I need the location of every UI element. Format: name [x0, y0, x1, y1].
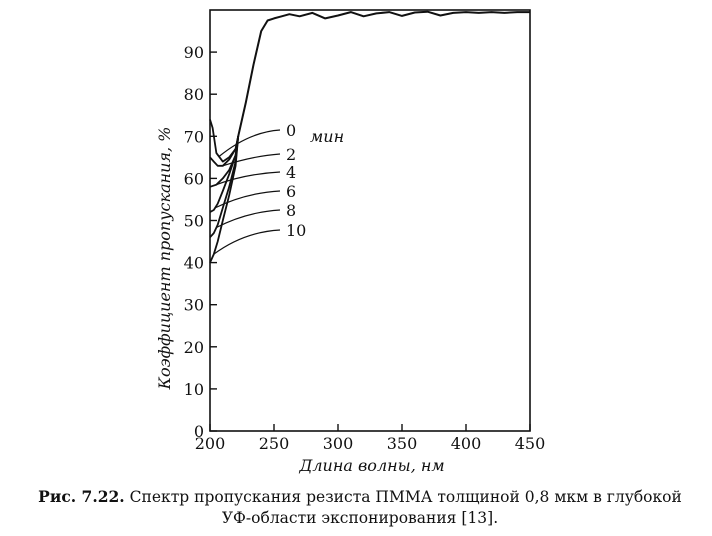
y-tick-label: 40	[184, 254, 204, 273]
figure-caption-line-1: Рис. 7.22. Спектр пропускания резиста ПМ…	[20, 487, 700, 507]
y-tick-label: 30	[184, 296, 204, 315]
x-axis-title: Длина волны, нм	[298, 456, 444, 475]
curve-label-6: 6	[286, 182, 296, 201]
y-tick-label: 0	[194, 422, 204, 441]
leader-line	[216, 209, 281, 229]
caption-text-1: Спектр пропускания резиста ПММА толщиной…	[129, 488, 682, 506]
axis-ticks	[209, 51, 531, 432]
curve-label-8: 8	[286, 201, 296, 220]
leader-line	[213, 229, 281, 255]
leader-line	[214, 190, 281, 209]
unit-label: мин	[310, 127, 344, 146]
leader-line	[213, 171, 281, 187]
x-tick-label: 200	[195, 434, 226, 453]
plot-frame	[209, 9, 531, 432]
y-tick-label: 70	[184, 127, 204, 146]
curve-label-10: 10	[286, 221, 306, 240]
x-tick-label: 250	[259, 434, 290, 453]
x-tick-label: 300	[323, 434, 354, 453]
y-tick-label: 50	[184, 212, 204, 231]
y-tick-label: 90	[184, 43, 204, 62]
x-tick-label: 400	[451, 434, 482, 453]
curve-label-0: 0	[286, 121, 296, 140]
curve-label-leaders	[213, 129, 281, 255]
figure-caption-line-2: УФ-области экспонирования [13].	[20, 508, 700, 528]
leader-line	[218, 129, 281, 157]
spectrum-curves	[209, 10, 530, 263]
y-tick-label: 60	[184, 169, 204, 188]
y-tick-label: 10	[184, 380, 204, 399]
spectrum-curve-0-min	[209, 119, 240, 163]
x-tick-label: 450	[515, 434, 546, 453]
caption-text-2: УФ-области экспонирования [13].	[221, 509, 499, 527]
curve-label-2: 2	[286, 145, 296, 164]
y-tick-label: 80	[184, 85, 204, 104]
curve-label-4: 4	[286, 163, 296, 182]
y-tick-label: 20	[184, 338, 204, 357]
spectrum-curve-common	[237, 10, 530, 137]
y-axis-title: Коэффициент пропускания, %	[155, 127, 174, 391]
x-tick-label: 350	[387, 434, 418, 453]
leader-line	[222, 153, 281, 167]
figure-number: Рис. 7.22.	[38, 487, 125, 506]
